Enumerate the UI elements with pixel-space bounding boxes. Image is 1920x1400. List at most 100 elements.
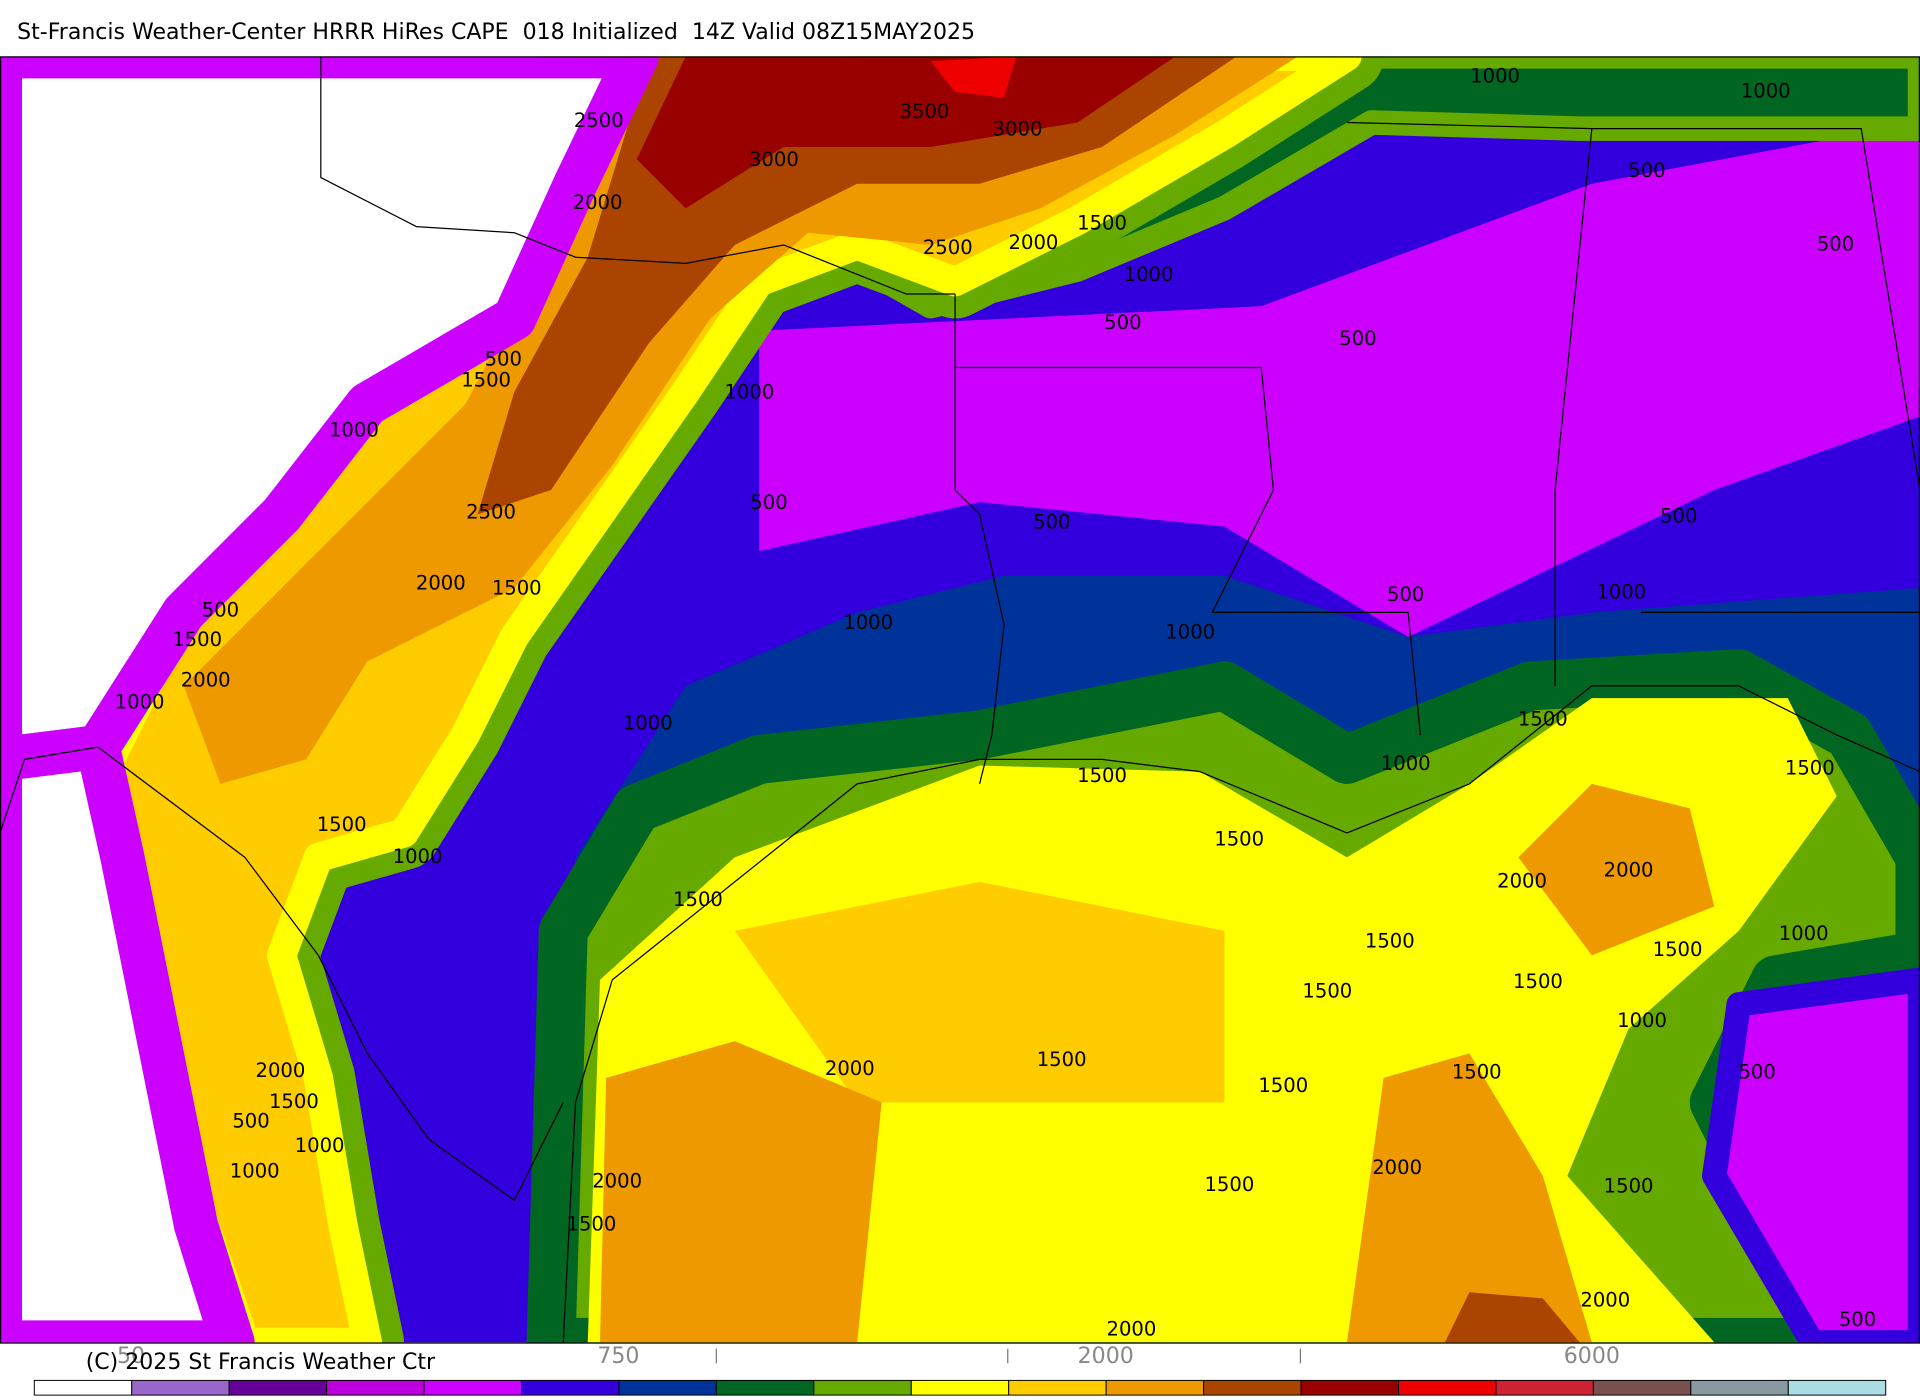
colorbar-cell	[423, 1379, 522, 1396]
contour-label: 2500	[466, 501, 516, 524]
contour-label: 1000	[1470, 65, 1520, 88]
contour-label: 1000	[1165, 621, 1215, 644]
contour-label: 2000	[592, 1169, 642, 1192]
colorbar-label: 2000	[1078, 1344, 1134, 1369]
contour-label: 2000	[825, 1057, 875, 1080]
colorbar-cell	[33, 1379, 133, 1396]
colorbar-label: 6000	[1564, 1344, 1620, 1369]
colorbar-cell	[1203, 1379, 1302, 1396]
contour-label: 1500	[1513, 970, 1563, 993]
contour-label: 3000	[993, 117, 1043, 140]
contour-label: 1500	[1214, 828, 1264, 851]
colorbar-cell	[1495, 1379, 1594, 1396]
contour-label: 500	[1817, 232, 1854, 255]
contour-label: 1500	[1258, 1074, 1308, 1097]
contour-label: 1500	[1653, 938, 1703, 961]
contour-label: 500	[485, 348, 522, 371]
contour-label: 500	[1628, 159, 1665, 182]
colorbar-cell	[131, 1379, 230, 1396]
copyright: (C) 2025 St Francis Weather Ctr	[86, 1350, 436, 1375]
contour-label: 1500	[1518, 708, 1568, 731]
contour-label: 1000	[843, 611, 893, 634]
contour-label: 1000	[329, 419, 379, 442]
contour-label: 1500	[269, 1090, 319, 1113]
contour-label: 2500	[574, 109, 624, 132]
contour-label: 1500	[567, 1212, 617, 1235]
contour-label: 1000	[1617, 1009, 1667, 1032]
contour-label: 3500	[900, 100, 950, 123]
contour-label: 500	[1339, 327, 1376, 350]
contour-label: 500	[1387, 583, 1424, 606]
contour-label: 1000	[1381, 752, 1431, 775]
contour-label: 3000	[749, 148, 799, 171]
colorbar-cell	[1300, 1379, 1399, 1396]
colorbar-cell	[326, 1379, 425, 1396]
contour-label: 1000	[1741, 79, 1791, 102]
contour-label: 500	[750, 491, 787, 514]
colorbar-cell	[618, 1379, 717, 1396]
map-field	[0, 56, 1920, 1343]
contour-label: 1000	[230, 1160, 280, 1183]
colorbar-cell	[1787, 1379, 1887, 1396]
contour-label: 1500	[172, 628, 222, 651]
contour-label: 1500	[492, 577, 542, 600]
contour-label: 2000	[181, 669, 231, 692]
contour-label: 1000	[623, 711, 673, 734]
contour-label: 500	[1660, 504, 1697, 527]
contour-label: 2500	[923, 236, 973, 259]
colorbar-cell	[1105, 1379, 1205, 1396]
contour-label: 1500	[1785, 757, 1835, 780]
colorbar-cell	[715, 1379, 815, 1396]
contour-label: 1000	[724, 381, 774, 404]
contour-label: 500	[1104, 311, 1141, 334]
colorbar-cell	[1592, 1379, 1692, 1396]
contour-label: 500	[1033, 511, 1070, 534]
contour-label: 1000	[393, 845, 443, 868]
contour-label: 1500	[1452, 1060, 1502, 1083]
colorbar-cell	[813, 1379, 912, 1396]
map-frame	[0, 56, 1920, 1344]
contour-label: 1000	[1596, 580, 1646, 603]
colorbar-cell	[1398, 1379, 1497, 1396]
contour-label: 500	[1839, 1308, 1876, 1331]
contour-label: 1000	[1124, 263, 1174, 286]
contour-label: 1500	[1302, 980, 1352, 1003]
contour-label: 1500	[1037, 1048, 1087, 1071]
colorbar-cell	[1008, 1379, 1107, 1396]
contour-label: 2000	[1497, 869, 1547, 892]
contour-label: 1000	[295, 1134, 345, 1157]
contour-label: 2000	[1372, 1156, 1422, 1179]
contour-label: 500	[202, 599, 239, 622]
contour-label: 1500	[461, 368, 511, 391]
contour-label: 500	[232, 1109, 269, 1132]
contour-label: 2000	[1107, 1318, 1157, 1341]
contour-labels: 2500 3500 3000 3000 2000 1500 2500 2000 1000 1000…	[115, 65, 1877, 1341]
contour-label: 1000	[115, 691, 165, 714]
colorbar-label: 750	[597, 1344, 639, 1369]
contour-label: 1000	[1779, 922, 1829, 945]
colorbar-label: 50	[117, 1344, 145, 1369]
colorbar-cell	[228, 1379, 328, 1396]
title: St-Francis Weather-Center HRRR HiRes CAP…	[17, 20, 975, 45]
contour-label: 2000	[1580, 1288, 1630, 1311]
contour-label: 1500	[1204, 1173, 1254, 1196]
contour-label: 1500	[1365, 929, 1415, 952]
contour-label: 2000	[1009, 231, 1059, 254]
contour-label: 2000	[1604, 858, 1654, 881]
colorbar-cell	[1690, 1379, 1789, 1396]
contour-label: 2000	[416, 572, 466, 595]
contour-label: 1500	[317, 813, 367, 836]
colorbar: 50 750 2000 6000	[33, 1344, 1887, 1396]
contour-label: 2000	[573, 191, 623, 214]
contour-label: 1500	[1077, 764, 1127, 787]
colorbar-cell	[521, 1379, 620, 1396]
contour-label: 1500	[673, 888, 723, 911]
colorbar-cell	[910, 1379, 1010, 1396]
contour-label: 500	[1738, 1060, 1775, 1083]
contour-label: 1500	[1604, 1174, 1654, 1197]
contour-label: 2000	[255, 1059, 305, 1082]
colorbar-ticks	[715, 1348, 1302, 1364]
contour-label: 1500	[1077, 212, 1127, 235]
